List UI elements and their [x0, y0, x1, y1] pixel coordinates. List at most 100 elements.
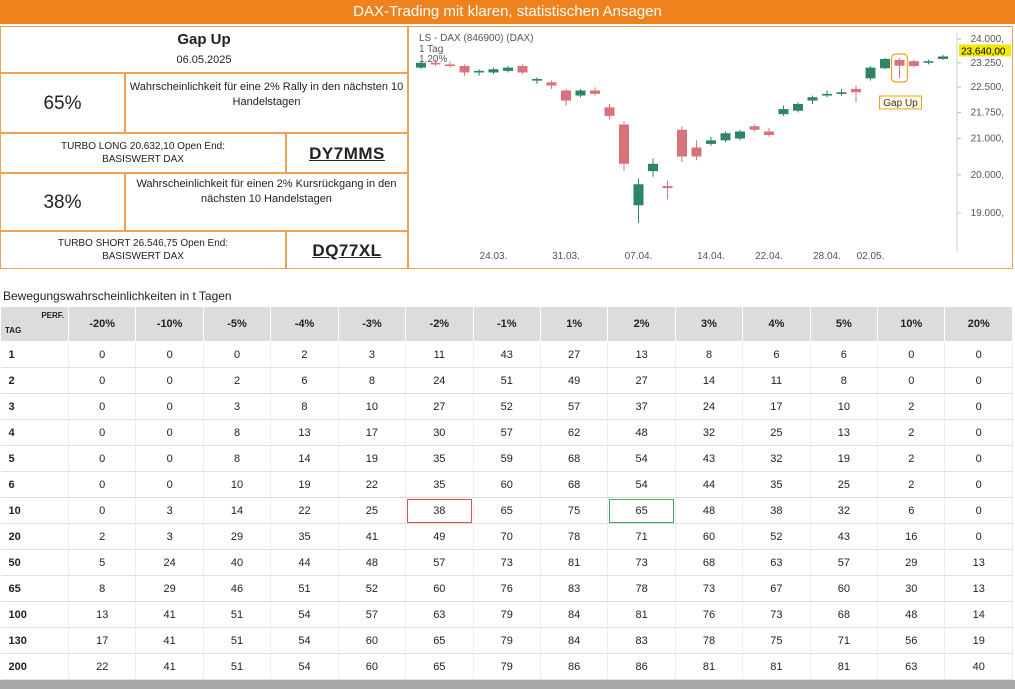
table-cell: 0 — [877, 367, 946, 394]
candle-body — [459, 66, 470, 73]
table-cell: 2 — [877, 471, 946, 498]
table-cell: 2 — [270, 341, 339, 368]
table-cell: 0 — [944, 419, 1013, 446]
short-product-line: BASISWERT DAX — [102, 251, 184, 262]
column-header: -1% — [472, 306, 541, 342]
table-cell: 54 — [607, 471, 676, 498]
table-cell: 3 — [338, 341, 407, 368]
table-cell: 48 — [607, 419, 676, 446]
table-cell: 44 — [675, 471, 744, 498]
table-cell: 57 — [405, 549, 474, 576]
table-row: 2 0 0 2 6 8 24 51 49 27 14 11 8 0 0 — [0, 367, 1013, 394]
table-cell: 43 — [473, 341, 541, 368]
table-cell: 29 — [135, 575, 204, 602]
x-tick-label: 02.05. — [857, 251, 885, 262]
table-cell: 0 — [944, 471, 1013, 498]
table-cell: 65 — [607, 497, 676, 524]
table-cell: 30 — [405, 419, 474, 446]
table-cell: 3 — [203, 393, 272, 420]
table-cell: 8 — [203, 445, 272, 472]
short-product-line: TURBO SHORT 26.546,75 Open End: — [57, 238, 229, 249]
long-product-line: BASISWERT DAX — [102, 154, 184, 165]
chart-subtitle: 1.20% — [419, 54, 447, 65]
table-cell: 17 — [338, 419, 407, 446]
table-cell: 11 — [742, 367, 811, 394]
table-cell: 30 — [877, 575, 946, 602]
corner-cell: TAG PERF. — [0, 306, 69, 342]
column-header: -3% — [337, 306, 407, 342]
table-cell: 81 — [675, 653, 744, 680]
table-cell: 75 — [742, 627, 811, 654]
table-cell: 54 — [607, 445, 676, 472]
row-label: 50 — [0, 549, 69, 576]
candle-body — [430, 62, 441, 65]
y-tick-label: 21.000, — [971, 134, 1004, 145]
table-cell: 49 — [540, 367, 609, 394]
candle-body — [474, 70, 484, 73]
table-cell: 41 — [135, 653, 204, 680]
chart: LS - DAX (846900) (DAX) 1 Tag 1.20% 24.0… — [408, 26, 1013, 269]
table-cell: 73 — [675, 575, 744, 602]
table-cell: 41 — [135, 627, 204, 654]
header-row: TAG PERF. -20% -10% -5% -4% -3% -2% -1% 1% 2% 3% 4% 5… — [0, 306, 1013, 342]
table-cell: 41 — [338, 523, 407, 550]
row-label: 5 — [0, 445, 69, 472]
table-cell: 78 — [540, 523, 609, 550]
long-text: Wahrscheinlichkeit für eine 2% Rally in … — [125, 73, 408, 133]
column-header: -20% — [67, 306, 137, 342]
candle-body — [836, 92, 847, 94]
table-cell: 25 — [810, 471, 879, 498]
candle-body — [749, 126, 760, 130]
table-cell: 32 — [675, 419, 744, 446]
table-cell: 78 — [607, 575, 676, 602]
table-cell: 76 — [675, 601, 744, 628]
table-cell: 75 — [540, 497, 609, 524]
corner-label: PERF. — [41, 311, 64, 320]
table-cell: 10 — [203, 471, 272, 498]
table-cell: 60 — [405, 575, 474, 602]
row-label: 4 — [0, 419, 69, 446]
short-product: TURBO SHORT 26.546,75 Open End: BASISWER… — [0, 231, 286, 269]
column-header: 2% — [607, 306, 676, 342]
table-cell: 25 — [338, 497, 407, 524]
candle-body — [822, 93, 832, 96]
table-cell: 13 — [944, 575, 1013, 602]
candle-body — [677, 129, 687, 157]
table-cell: 84 — [540, 627, 609, 654]
table-cell: 81 — [540, 549, 609, 576]
table-cell: 24 — [675, 393, 744, 420]
candle-body — [575, 90, 586, 96]
row-label: 6 — [0, 471, 69, 498]
table-cell: 71 — [810, 627, 879, 654]
table-cell: 51 — [270, 575, 339, 602]
table-cell: 60 — [338, 627, 407, 654]
table-cell: 0 — [135, 445, 204, 472]
table-cell: 22 — [338, 471, 407, 498]
column-header: 5% — [809, 306, 879, 342]
table-cell: 48 — [877, 601, 946, 628]
short-probability: 38% — [0, 173, 125, 231]
table-cell: 8 — [203, 419, 272, 446]
table-cell: 0 — [68, 445, 137, 472]
table-title: Bewegungswahrscheinlichkeiten in t Tagen — [3, 289, 232, 303]
table-cell: 60 — [810, 575, 879, 602]
table-cell: 48 — [338, 549, 407, 576]
table-cell: 16 — [877, 523, 946, 550]
candle-body — [778, 109, 789, 115]
table-cell: 63 — [405, 601, 474, 628]
table-cell: 0 — [135, 393, 204, 420]
table-cell: 35 — [270, 523, 339, 550]
candle-body — [807, 97, 818, 101]
y-tick-label: 22.500, — [971, 82, 1004, 93]
x-tick-label: 28.04. — [813, 251, 841, 262]
annotation-label: Gap Up — [883, 98, 918, 109]
signal-head: Gap Up 06.05.2025 — [0, 26, 408, 73]
table-row: 6 0 0 10 19 22 35 60 68 54 44 35 25 2 0 — [0, 471, 1013, 498]
table-cell: 38 — [742, 497, 811, 524]
candle-body — [706, 140, 716, 144]
table-cell: 10 — [338, 393, 407, 420]
table-cell: 71 — [607, 523, 676, 550]
table-cell: 25 — [742, 419, 811, 446]
table-cell: 0 — [68, 419, 137, 446]
table-row: 130 17 41 51 54 60 65 79 84 83 78 75 71 56 19 — [0, 627, 1013, 654]
